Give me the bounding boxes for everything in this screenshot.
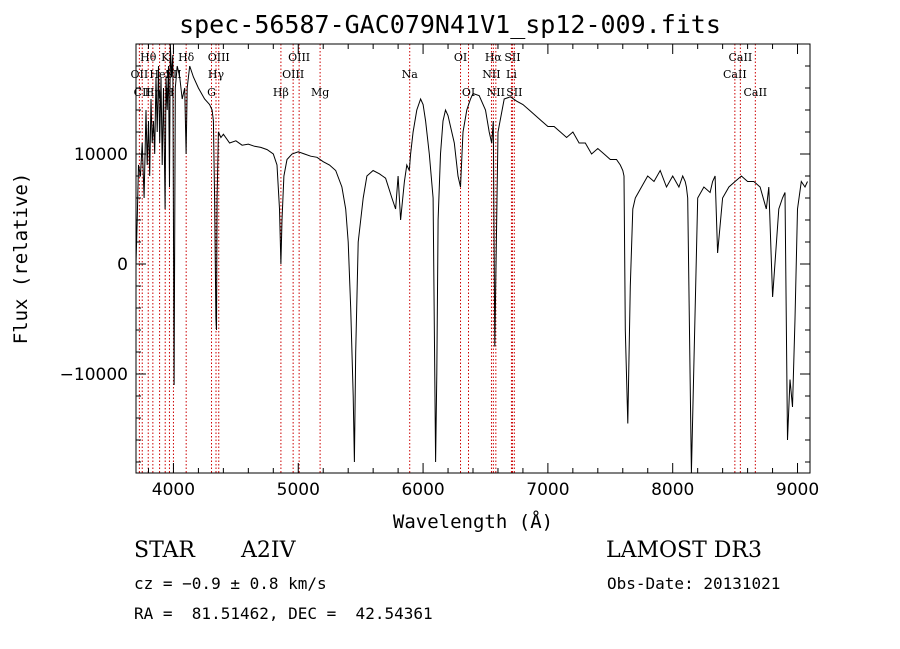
- line-label-Hδ: Hδ: [178, 51, 195, 64]
- line-label-OII: OII: [131, 68, 149, 81]
- line-label-Hβ: Hβ: [273, 86, 289, 99]
- obs-date: Obs-Date: 20131021: [607, 574, 781, 593]
- x-tick-label: 8000: [651, 480, 694, 500]
- line-label-Hε: HeI: [149, 68, 169, 81]
- object-subclass: A2IV: [241, 538, 296, 563]
- flux-series-line: [135, 43, 808, 474]
- line-label-NII-a: NII: [482, 68, 500, 81]
- coordinates: RA = 81.51462, DEC = 42.54361: [134, 604, 433, 623]
- line-label-Mg: Mg: [311, 86, 329, 99]
- x-axis-label: Wavelength (Å): [393, 510, 553, 533]
- x-tick-label: 4000: [152, 480, 195, 500]
- line-label-OI-b: OI: [462, 86, 475, 99]
- x-tick-label: 5000: [277, 480, 320, 500]
- object-class: STAR: [134, 538, 195, 563]
- line-label-OIII-b: OIII: [282, 68, 304, 81]
- y-tick-label: 10000: [74, 145, 128, 165]
- y-tick-label: 0: [117, 255, 128, 275]
- line-label-K: K: [161, 51, 170, 64]
- y-tick-label: −10000: [60, 365, 128, 385]
- line-label-Li: Li: [506, 68, 517, 81]
- line-label-CII: CII: [134, 86, 151, 99]
- line-label-CaII-b: CaII: [729, 51, 753, 64]
- line-label-SII-a: SII: [504, 51, 520, 64]
- line-label-Hα: Hα: [485, 51, 503, 64]
- chart-title: spec-56587-GAC079N41V1_sp12-009.fits: [179, 10, 721, 39]
- plot-frame: [135, 43, 811, 474]
- line-label-OI-a: OI: [454, 51, 467, 64]
- line-label-OIII-c: OIII: [288, 51, 310, 64]
- x-tick-label: 7000: [526, 480, 569, 500]
- line-label-CaII-a: CaII: [723, 68, 747, 81]
- line-label-H: H: [165, 86, 175, 99]
- line-label-Hγ: Hγ: [208, 68, 225, 81]
- x-tick-label: 9000: [776, 480, 819, 500]
- line-label-CaII-c: CaII: [743, 86, 767, 99]
- survey-name: LAMOST DR3: [606, 538, 762, 563]
- line-label-G: G: [207, 86, 216, 99]
- line-label-Hθ: Hθ: [140, 51, 157, 64]
- line-label-SII: SII: [165, 68, 181, 81]
- y-axis-label: Flux (relative): [10, 173, 32, 345]
- redshift-value: cz = −0.9 ± 0.8 km/s: [134, 574, 327, 593]
- line-label-NII-b: NII: [487, 86, 505, 99]
- line-label-SII-b: SII: [506, 86, 522, 99]
- line-label-Na: Na: [402, 68, 419, 81]
- x-tick-label: 6000: [401, 480, 444, 500]
- line-label-OIII-a: OIII: [208, 51, 230, 64]
